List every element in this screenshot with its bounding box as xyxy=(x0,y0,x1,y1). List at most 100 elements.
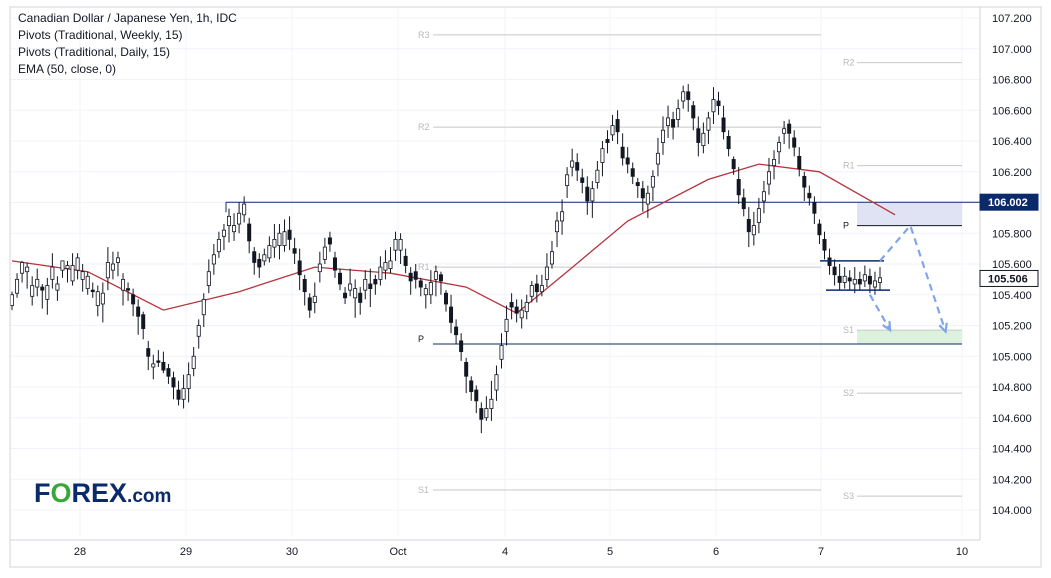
candle-body xyxy=(35,278,40,288)
candle-body xyxy=(161,361,166,371)
candle-body xyxy=(691,105,696,119)
y-tick-label: 104.800 xyxy=(992,382,1032,394)
candle-body xyxy=(600,148,605,163)
chart-frame xyxy=(9,6,1042,568)
y-tick-label: 105.400 xyxy=(992,290,1032,302)
candle-body xyxy=(50,266,55,280)
candle-body xyxy=(797,155,802,170)
pivot-label-s1-curr: S1 xyxy=(843,325,854,335)
candle-body xyxy=(287,229,292,240)
y-tick-label: 107.200 xyxy=(992,13,1032,25)
candle-body xyxy=(630,168,635,177)
candle-body xyxy=(676,108,681,120)
candle-body xyxy=(196,325,201,337)
candle-body xyxy=(45,285,50,300)
candle-body xyxy=(15,278,20,294)
y-tick-label: 106.400 xyxy=(992,136,1032,148)
candle-body xyxy=(449,306,454,323)
logo-dotcom: .com xyxy=(127,486,172,507)
candle-body xyxy=(534,283,539,293)
candle-body xyxy=(398,238,403,251)
candle-body xyxy=(827,257,832,266)
candle-body xyxy=(141,314,146,329)
resistance-price-tag-bg xyxy=(979,193,1039,211)
candle-body xyxy=(782,128,787,134)
x-tick-label: 28 xyxy=(74,546,86,558)
y-tick-label: 106.200 xyxy=(992,167,1032,179)
forex-logo: FOREX.com xyxy=(34,478,171,509)
candle-body xyxy=(756,208,761,223)
candle-body xyxy=(186,374,191,389)
forecast-arrow-short-head xyxy=(882,321,892,333)
candle-body xyxy=(302,278,307,293)
candle-body xyxy=(126,288,131,291)
candle-body xyxy=(232,225,237,233)
candle-body xyxy=(585,186,590,202)
candle-body xyxy=(403,255,408,266)
candle-body xyxy=(696,128,701,143)
candle-body xyxy=(115,257,120,263)
candle-body xyxy=(216,238,221,253)
candle-body xyxy=(595,169,600,183)
candle-body xyxy=(338,272,343,285)
candle-body xyxy=(484,408,489,419)
candle-body xyxy=(60,260,65,271)
candle-body xyxy=(454,326,459,336)
candle-body xyxy=(156,360,161,363)
candle-body xyxy=(171,377,176,388)
x-tick-label: 7 xyxy=(818,546,824,558)
y-tick-label: 105.200 xyxy=(992,321,1032,333)
candle-body xyxy=(105,262,110,279)
candle-body xyxy=(191,355,196,369)
candle-body xyxy=(423,288,428,296)
current-price-tag-bg xyxy=(979,269,1039,287)
candle-body xyxy=(363,278,368,291)
x-tick-label: 5 xyxy=(607,546,613,558)
candle-body xyxy=(368,283,373,289)
candle-body xyxy=(146,348,151,357)
x-tick-label: 30 xyxy=(286,546,298,558)
candle-body xyxy=(388,260,393,270)
forecast-arrow-short xyxy=(868,294,892,331)
y-tick-label: 107.000 xyxy=(992,44,1032,56)
y-tick-label: 106.600 xyxy=(992,105,1032,117)
candle-body xyxy=(787,123,792,134)
candle-body xyxy=(565,174,570,186)
candle-body xyxy=(20,262,25,274)
legend-symbol[interactable]: Canadian Dollar / Japanese Yen, 1h, IDC xyxy=(18,11,237,25)
candle-body xyxy=(433,271,438,280)
pivot-label-r2-prev: R2 xyxy=(418,122,430,132)
y-tick-label: 104.000 xyxy=(992,505,1032,517)
candle-body xyxy=(746,219,751,233)
candle-body xyxy=(499,345,504,360)
candle-body xyxy=(479,408,484,420)
candle-body xyxy=(802,175,807,188)
candle-body xyxy=(201,298,206,316)
candle-body xyxy=(267,245,272,259)
pivot-label-s2-curr: S2 xyxy=(843,388,854,398)
candle-body xyxy=(731,159,736,170)
candle-body xyxy=(383,262,388,271)
candle-body xyxy=(237,212,242,225)
legend-ema[interactable]: EMA (50, close, 0) xyxy=(18,62,117,76)
candle-body xyxy=(872,280,877,288)
candle-body xyxy=(110,263,115,271)
candle-body xyxy=(847,277,852,282)
candle-body xyxy=(181,388,186,400)
legend-daily-pivots[interactable]: Pivots (Traditional, Daily, 15) xyxy=(18,45,171,59)
candle-body xyxy=(529,285,534,297)
candle-body xyxy=(575,162,580,171)
candle-body xyxy=(469,380,474,393)
candle-body xyxy=(176,389,181,400)
candle-body xyxy=(272,238,277,248)
candle-body xyxy=(247,223,252,242)
pivot-label-r3-prev: R3 xyxy=(418,30,430,40)
candle-body xyxy=(625,157,630,165)
candle-body xyxy=(277,232,282,246)
candle-body xyxy=(681,91,686,102)
candle-body xyxy=(519,309,524,319)
candle-body xyxy=(570,160,575,168)
legend-weekly-pivots[interactable]: Pivots (Traditional, Weekly, 15) xyxy=(18,28,183,42)
